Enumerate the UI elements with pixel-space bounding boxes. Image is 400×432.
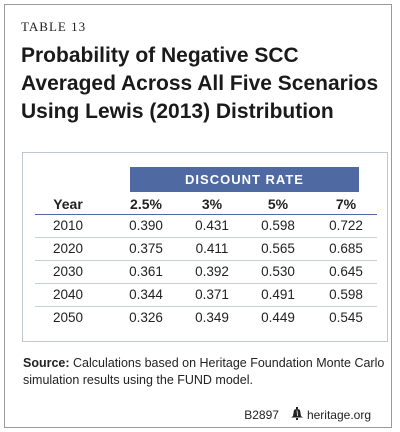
cell-value: 0.326 [129,310,163,325]
cell-value: 0.392 [195,264,229,279]
cell-value: 0.371 [195,287,229,302]
cell-value: 0.375 [129,241,163,256]
footer-code: B2897 [244,408,279,422]
cell-value: 0.598 [329,287,363,302]
cell-year: 2040 [52,287,84,302]
cell-value: 0.349 [195,310,229,325]
table-card: TABLE 13 Probability of Negative SCC Ave… [4,4,392,428]
title-line-3: Using Lewis (2013) Distribution [21,100,334,123]
cell-year: 2020 [52,241,84,256]
cell-value: 0.390 [129,218,163,233]
table-row: 2020 0.375 0.411 0.565 0.685 [35,238,377,261]
cell-value: 0.411 [195,241,229,256]
cell-value: 0.431 [195,218,229,233]
data-table: DISCOUNT RATE Year 2.5% 3% 5% 7% 2010 0.… [22,152,388,342]
title-line-2: Averaged Across All Five Scenarios [21,72,379,95]
header-divider [35,214,377,215]
table-label: TABLE 13 [21,19,87,34]
cell-year: 2030 [52,264,84,279]
cell-year: 2010 [52,218,84,233]
footer-site: heritage.org [306,408,371,422]
cell-value: 0.722 [329,218,363,233]
table-row: 2050 0.326 0.349 0.449 0.545 [35,307,377,329]
cell-value: 0.361 [129,264,163,279]
table-row: 2040 0.344 0.371 0.491 0.598 [35,284,377,307]
col-header-5: 5% [267,196,289,212]
cell-value: 0.530 [261,264,295,279]
cell-value: 0.449 [261,310,295,325]
source-label: Source: [23,356,70,370]
footer: B2897 heritage.org [244,407,371,423]
source-note: Source: Calculations based on Heritage F… [23,355,385,389]
cell-value: 0.344 [129,287,163,302]
cell-value: 0.685 [329,241,363,256]
cell-value: 0.645 [329,264,363,279]
table-row: 2010 0.390 0.431 0.598 0.722 [35,215,377,238]
col-header-3: 3% [201,196,223,212]
cell-value: 0.598 [261,218,295,233]
col-header-7: 7% [335,196,357,212]
liberty-bell-icon [290,407,303,423]
cell-year: 2050 [52,310,84,325]
cell-value: 0.545 [329,310,363,325]
cell-value: 0.491 [261,287,295,302]
source-text: Calculations based on Heritage Foundatio… [23,356,385,387]
col-header-2-5: 2.5% [130,196,162,212]
table-row: 2030 0.361 0.392 0.530 0.645 [35,261,377,284]
col-header-year: Year [53,196,83,212]
cell-value: 0.565 [261,241,295,256]
discount-rate-header: DISCOUNT RATE [130,167,359,192]
table-title: Probability of Negative SCC Averaged Acr… [21,42,391,126]
title-line-1: Probability of Negative SCC [21,44,299,67]
